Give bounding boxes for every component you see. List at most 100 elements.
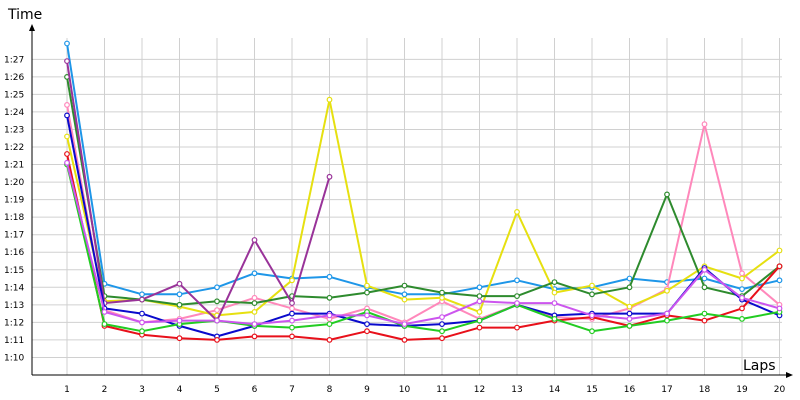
data-point xyxy=(176,280,183,287)
data-point xyxy=(214,307,220,314)
x-tick-label: 15 xyxy=(586,385,597,395)
series-3 xyxy=(64,96,783,319)
x-tick-label: 7 xyxy=(289,385,295,395)
data-point xyxy=(626,316,633,322)
data-point xyxy=(626,275,633,282)
y-tick-label: 1:27 xyxy=(4,55,24,65)
data-point xyxy=(251,300,258,307)
data-point xyxy=(251,294,258,301)
data-point xyxy=(401,291,408,298)
data-point xyxy=(626,284,633,291)
y-tick-label: 1:24 xyxy=(4,108,24,118)
data-point xyxy=(626,310,633,317)
data-point xyxy=(64,40,70,47)
x-tick-label: 3 xyxy=(139,385,145,395)
x-tick-label: 5 xyxy=(214,385,220,395)
data-point xyxy=(739,286,745,293)
data-point xyxy=(739,275,745,282)
data-point xyxy=(64,112,70,119)
data-point xyxy=(364,282,370,289)
data-point xyxy=(401,282,408,289)
data-point xyxy=(214,337,220,343)
y-tick-label: 1:20 xyxy=(4,178,24,188)
data-point xyxy=(214,284,220,291)
data-point xyxy=(176,301,183,308)
data-point xyxy=(476,309,483,315)
data-point xyxy=(139,310,145,317)
x-axis-title: Laps xyxy=(743,358,776,374)
data-point xyxy=(551,300,558,307)
data-point xyxy=(589,282,595,289)
data-point xyxy=(251,333,258,340)
series-line xyxy=(66,164,780,333)
data-point xyxy=(739,270,745,277)
data-point xyxy=(251,321,258,328)
series-line xyxy=(66,98,781,317)
tick-labels: 1 2 3 4 5 6 7 8 9 10 11 12 13 14 15 16 17 18 19 201:101:111… xyxy=(4,55,785,395)
data-point xyxy=(664,317,670,324)
data-point xyxy=(739,305,745,312)
data-point xyxy=(326,173,333,180)
data-point xyxy=(551,289,558,296)
data-point xyxy=(776,247,783,254)
data-point xyxy=(139,319,145,326)
series-lines xyxy=(64,40,783,343)
y-tick-label: 1:14 xyxy=(4,283,24,293)
data-point xyxy=(289,300,295,307)
series-line xyxy=(66,104,781,324)
data-point xyxy=(626,303,633,310)
data-point xyxy=(326,273,333,280)
data-point xyxy=(514,208,520,215)
data-point xyxy=(364,289,370,296)
data-point xyxy=(101,321,108,328)
data-point xyxy=(476,298,483,305)
x-tick-label: 8 xyxy=(327,385,333,395)
data-point xyxy=(739,316,745,322)
data-point xyxy=(364,321,370,328)
data-point xyxy=(551,279,558,286)
y-tick-label: 1:12 xyxy=(4,318,24,328)
data-point xyxy=(589,291,595,298)
data-point xyxy=(251,309,258,315)
data-point xyxy=(476,324,483,331)
x-tick-label: 20 xyxy=(774,385,786,395)
series-9 xyxy=(64,159,783,328)
data-point xyxy=(101,309,108,315)
x-tick-label: 14 xyxy=(549,385,561,395)
x-tick-label: 12 xyxy=(474,385,485,395)
data-point xyxy=(664,191,670,198)
data-point xyxy=(139,291,145,298)
data-point xyxy=(214,298,220,305)
y-tick-label: 1:25 xyxy=(4,90,24,100)
data-point xyxy=(326,294,333,301)
data-point xyxy=(289,277,295,284)
y-tick-label: 1:15 xyxy=(4,266,24,276)
y-axis-title: Time xyxy=(7,7,42,23)
data-point xyxy=(476,317,483,324)
x-tick-label: 9 xyxy=(364,385,370,395)
x-tick-label: 17 xyxy=(661,385,672,395)
x-tick-label: 1 xyxy=(64,385,70,395)
data-point xyxy=(401,296,408,303)
x-tick-label: 6 xyxy=(252,385,258,395)
data-point xyxy=(439,328,445,335)
data-point xyxy=(514,277,520,284)
data-point xyxy=(701,266,708,273)
data-point xyxy=(701,275,708,282)
x-tick-label: 13 xyxy=(511,385,522,395)
data-point xyxy=(64,58,70,64)
data-point xyxy=(64,133,70,140)
data-point xyxy=(589,312,595,319)
data-point xyxy=(364,312,370,319)
axes: Time Laps xyxy=(7,7,793,378)
data-point xyxy=(251,270,258,277)
data-point xyxy=(289,310,295,317)
data-point xyxy=(551,316,558,322)
series-line xyxy=(66,153,781,341)
y-tick-label: 1:19 xyxy=(4,196,24,206)
x-tick-label: 19 xyxy=(736,385,748,395)
data-point xyxy=(326,321,333,328)
x-axis-arrow xyxy=(786,372,793,378)
data-point xyxy=(176,317,183,324)
